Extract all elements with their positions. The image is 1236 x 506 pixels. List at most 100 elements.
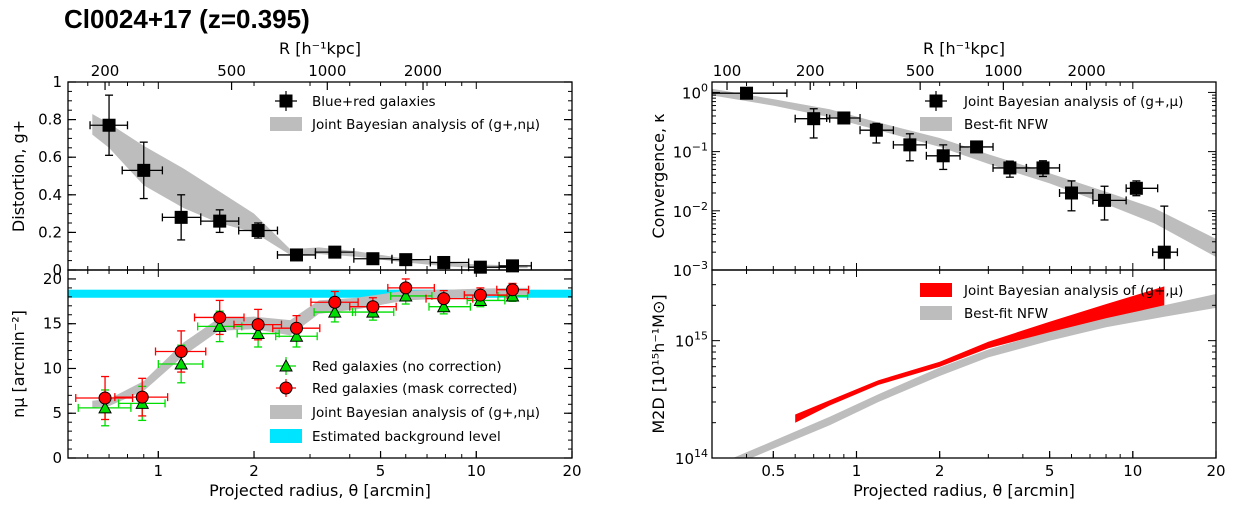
y-axis-label: Distortion, g+ — [9, 120, 28, 232]
plot-frame — [711, 81, 1217, 271]
x-tick-label: 2 — [249, 462, 259, 480]
legend-swatch-band — [270, 405, 302, 419]
data-point-triangle — [174, 356, 189, 370]
data-point-square — [903, 138, 917, 152]
top-axis-label: R [h⁻¹kpc] — [923, 39, 1005, 58]
data-point-square — [137, 163, 151, 177]
data-point-square — [807, 112, 821, 126]
data-point-square — [506, 259, 520, 273]
x-axis-label: Projected radius, θ [arcmin] — [853, 481, 1075, 500]
y-tick-label: 0 — [52, 449, 62, 467]
nfw-band — [732, 294, 1216, 458]
legend-number-density: Red galaxies (no correction) Red galaxies… — [270, 357, 540, 445]
legend-label: Blue+red galaxies — [312, 94, 436, 110]
y-tick-label: 1014 — [675, 447, 708, 468]
legend-swatch-cyan — [270, 429, 302, 443]
y-tick-label: 5 — [52, 404, 62, 422]
data-point-triangle — [289, 329, 304, 342]
legend-label: Joint Bayesian analysis of (g+,μ) — [963, 94, 1183, 110]
x-tick-label: 0.5 — [761, 462, 785, 480]
top-tick-label: 1000 — [308, 62, 346, 80]
panel-distortion: 200 500 1000 2000 R [h⁻¹kpc] 0 0.2 0.4 0.6 0.8 1 Di… — [9, 39, 573, 279]
y-tick-label: 10−3 — [673, 259, 708, 280]
panel-number-density: 1 2 5 10 20 0 5 10 15 20 nμ [arcmin⁻²] Projected ra… — [9, 269, 582, 500]
legend-swatch-band — [920, 306, 952, 320]
legend-label: Estimated background level — [312, 429, 501, 445]
x-tick-label: 10 — [1123, 462, 1142, 480]
legend-label: Joint Bayesian analysis of (g+,nμ) — [311, 405, 540, 421]
legend-swatch-band — [270, 117, 302, 131]
y-axis-label: M2D [10¹⁵h⁻¹M⊙] — [649, 294, 668, 433]
legend-label: Best-fit NFW — [964, 306, 1048, 322]
legend-label: Red galaxies (no correction) — [312, 359, 502, 375]
y-tick-label: 1015 — [675, 330, 708, 351]
plot-frame — [67, 269, 573, 459]
y-tick-label: 0 — [52, 261, 62, 279]
data-point-square — [970, 140, 984, 154]
data-point-circle — [135, 390, 149, 404]
figure-title: Cl0024+17 (z=0.395) — [64, 4, 310, 34]
data-point-square — [837, 111, 851, 125]
y-tick-label: 0.6 — [38, 148, 62, 166]
nfw-band — [712, 88, 1216, 257]
background-level-band — [68, 289, 572, 298]
y-tick-label: 0.8 — [38, 111, 62, 129]
y-tick-label: 0.4 — [38, 186, 62, 204]
data-point-square — [399, 253, 413, 267]
data-point-square — [936, 149, 950, 163]
data-point-circle — [366, 300, 380, 314]
y-axis-label: Convergence, κ — [649, 113, 668, 239]
top-tick-label: 100 — [713, 62, 742, 80]
data-point-square — [1157, 245, 1171, 259]
data-point-triangle — [327, 305, 342, 318]
data-point-triangle — [436, 299, 451, 313]
x-tick-label: 1 — [154, 462, 164, 480]
data-point-circle — [506, 283, 520, 297]
data-point-square — [437, 255, 451, 269]
data-point-circle — [251, 318, 265, 332]
x-tick-label: 20 — [562, 462, 581, 480]
data-point-square — [366, 252, 380, 266]
data-point-square — [1129, 181, 1143, 195]
data-point-square — [328, 245, 342, 259]
data-point-circle — [98, 391, 112, 405]
data-point-circle — [213, 310, 227, 324]
y-tick-label: 10−1 — [673, 141, 708, 162]
x-tick-label: 5 — [1045, 462, 1055, 480]
data-point-square — [1036, 161, 1050, 175]
x-tick-label: 20 — [1206, 462, 1225, 480]
legend-label: Red galaxies (mask corrected) — [312, 381, 517, 397]
y-tick-label: 0.2 — [38, 223, 62, 241]
joint-bayesian-band — [92, 114, 528, 269]
data-point-triangle — [251, 326, 265, 340]
legend-label: Joint Bayesian analysis of (g+,μ) — [963, 283, 1183, 299]
x-tick-label: 2 — [935, 462, 945, 480]
y-tick-label: 20 — [43, 270, 62, 288]
data-point-triangle — [212, 319, 227, 332]
data-point-square — [102, 118, 116, 132]
joint-bayesian-mass-band — [795, 286, 1165, 423]
x-tick-label: 1 — [852, 462, 862, 480]
data-point-square — [740, 86, 754, 100]
x-axis-label: Projected radius, θ [arcmin] — [209, 481, 431, 500]
legend-distortion: Blue+red galaxies Joint Bayesian analysis… — [270, 91, 540, 133]
data-point-circle — [279, 381, 293, 395]
y-tick-label: 10 — [43, 359, 62, 377]
top-tick-label: 200 — [796, 62, 825, 80]
panel-convergence: 100 200 500 1000 2000 R [h⁻¹kpc] 100 10−1 10−2 10… — [649, 39, 1217, 280]
data-point-square — [1098, 193, 1112, 207]
y-tick-label: 15 — [43, 315, 62, 333]
data-point-square — [869, 123, 883, 137]
legend-label: Joint Bayesian analysis of (g+,nμ) — [311, 117, 540, 133]
legend-convergence: Joint Bayesian analysis of (g+,μ) Best-fi… — [920, 91, 1183, 133]
data-point-circle — [289, 321, 303, 335]
data-point-square — [1003, 161, 1017, 175]
legend-mass: Joint Bayesian analysis of (g+,μ) Best-fi… — [920, 283, 1183, 322]
legend-label: Best-fit NFW — [964, 117, 1048, 133]
data-point-square — [174, 210, 188, 224]
y-tick-label: 10−2 — [673, 200, 708, 221]
data-point-circle — [437, 292, 451, 306]
panel-mass: 0.5 1 2 5 10 20 1014 1015 M2D [10¹⁵h⁻¹M⊙] Project… — [649, 269, 1226, 500]
top-tick-label: 500 — [906, 62, 935, 80]
